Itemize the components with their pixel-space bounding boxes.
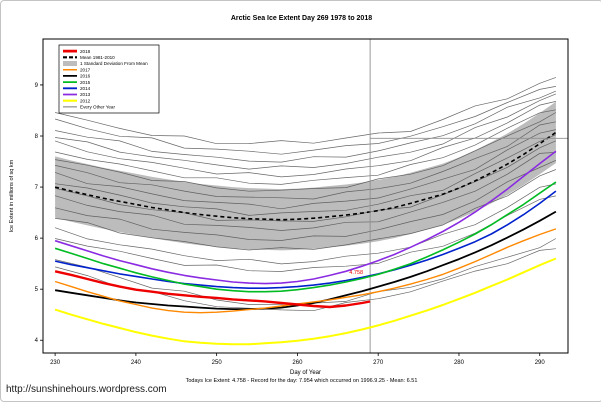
x-tick-label: 250	[212, 360, 223, 366]
x-tick-label: 230	[50, 360, 61, 366]
other-year-line	[55, 140, 557, 222]
legend-label: 2014	[80, 86, 91, 91]
chart-title: Arctic Sea Ice Extent Day 269 1978 to 20…	[230, 15, 373, 22]
mean-line	[54, 131, 557, 221]
x-tick-label: 240	[131, 360, 142, 366]
y-tick-label: 7	[35, 185, 39, 191]
series-2018	[54, 270, 371, 309]
other-year-line	[55, 93, 557, 170]
x-axis-label: Day of Year	[290, 370, 321, 376]
std-dev-band	[55, 101, 556, 251]
legend-label: 2016	[80, 74, 91, 79]
series-2012	[54, 257, 557, 346]
series-2013	[54, 150, 557, 285]
legend-label: Mean 1981-2010	[80, 55, 115, 60]
other-year-line	[55, 121, 556, 200]
legend-label: 1 Standard Deviation From Mean	[80, 61, 148, 66]
legend-label: 2017	[80, 67, 91, 72]
x-tick-label: 270	[373, 360, 384, 366]
y-axis-label: Ice Extent in millions of sq km	[9, 159, 15, 232]
other-year-line	[55, 77, 557, 145]
y-tick-label: 8	[35, 134, 39, 140]
series-2014	[54, 190, 557, 290]
series-2015	[54, 181, 557, 293]
axes: 230 240 250 260 270 280 290 4 5 6 7 8 9	[35, 83, 546, 366]
plot-border	[42, 38, 569, 354]
y-tick-label: 5	[35, 287, 39, 293]
series-2017	[54, 228, 557, 314]
today-extent-annotation: 4.758	[349, 270, 363, 276]
x-tick-label: 290	[535, 360, 546, 366]
y-tick-label: 9	[35, 83, 39, 89]
other-year-line	[54, 101, 556, 178]
y-tick-label: 4	[35, 338, 39, 344]
other-year-line	[55, 90, 557, 163]
other-year-line	[54, 183, 556, 265]
other-year-line	[54, 152, 556, 231]
other-year-line	[54, 129, 556, 210]
legend-label: 2013	[80, 92, 91, 97]
legend-label: 2012	[80, 98, 91, 103]
x-tick-label: 260	[292, 360, 303, 366]
legend-label: 2018	[80, 49, 91, 54]
y-tick-label: 6	[35, 236, 39, 242]
stats-caption: Todays Ice Extent: 4.758 - Record for th…	[185, 378, 418, 384]
other-year-line	[54, 86, 556, 155]
x-tick-label: 280	[454, 360, 465, 366]
legend-label: 2015	[80, 80, 91, 85]
source-url[interactable]: http://sunshinehours.wordpress.com	[6, 384, 167, 395]
other-year-line	[55, 109, 556, 185]
other-year-line	[55, 134, 557, 216]
other-year-line	[55, 112, 557, 192]
other-year-line	[55, 159, 557, 241]
legend-label: Every Other Year	[80, 105, 115, 110]
